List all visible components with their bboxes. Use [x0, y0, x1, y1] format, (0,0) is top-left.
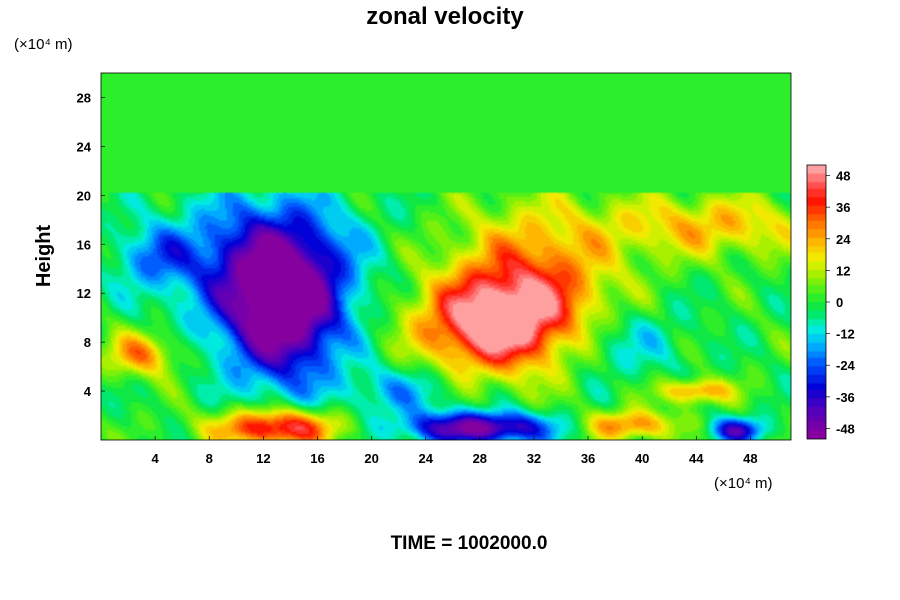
x-tick-label: 28 [473, 451, 487, 466]
x-tick-label: 32 [527, 451, 541, 466]
x-tick-label: 36 [581, 451, 595, 466]
heatmap-image [101, 73, 791, 440]
y-tick-label: 16 [77, 237, 91, 252]
colorbar-tick-label: 24 [836, 232, 851, 247]
y-tick-label: 28 [77, 90, 91, 105]
colorbar-tick-labels: 48 36 24 12 0 -12 -24 -36 -48 [826, 169, 856, 436]
x-tick-label: 12 [256, 451, 270, 466]
x-tick-label: 8 [206, 451, 213, 466]
x-tick-label: 48 [743, 451, 757, 466]
colorbar: 48 36 24 12 0 -12 -24 -36 -48 [806, 164, 856, 440]
plot-area [100, 72, 792, 441]
x-unit-label: (×10⁴ m) [714, 475, 773, 492]
y-tick-label: 24 [77, 139, 92, 154]
x-tick-label: 16 [310, 451, 324, 466]
colorbar-tick-label: -12 [836, 327, 855, 342]
colorbar-tick-label: -24 [836, 358, 856, 373]
y-tick-label: 8 [84, 335, 91, 350]
x-tick-label: 24 [418, 451, 433, 466]
colorbar-tick-label: 36 [836, 200, 850, 215]
y-tick-label: 4 [84, 384, 92, 399]
colorbar-tick-label: 48 [836, 169, 850, 184]
colorbar-tick-label: -36 [836, 390, 855, 405]
colorbar-image [807, 165, 826, 439]
x-tick-labels: 4 8 12 16 20 24 28 32 36 40 44 48 [152, 436, 758, 466]
x-tick-label: 44 [689, 451, 704, 466]
y-tick-label: 12 [77, 286, 91, 301]
colorbar-tick-label: 12 [836, 263, 850, 278]
y-unit-label: (×10⁴ m) [14, 36, 73, 53]
x-tick-label: 20 [364, 451, 378, 466]
y-tick-labels: 4 8 12 16 20 24 28 [77, 90, 105, 399]
colorbar-tick-label: 0 [836, 295, 843, 310]
colorbar-tick-label: -48 [836, 421, 855, 436]
y-tick-label: 20 [77, 188, 91, 203]
y-axis-label: Height [33, 225, 55, 288]
chart-title: zonal velocity [366, 3, 524, 30]
x-tick-label: 40 [635, 451, 649, 466]
plot-frame [100, 72, 792, 441]
time-label: TIME = 1002000.0 [391, 533, 548, 554]
x-tick-label: 4 [152, 451, 160, 466]
